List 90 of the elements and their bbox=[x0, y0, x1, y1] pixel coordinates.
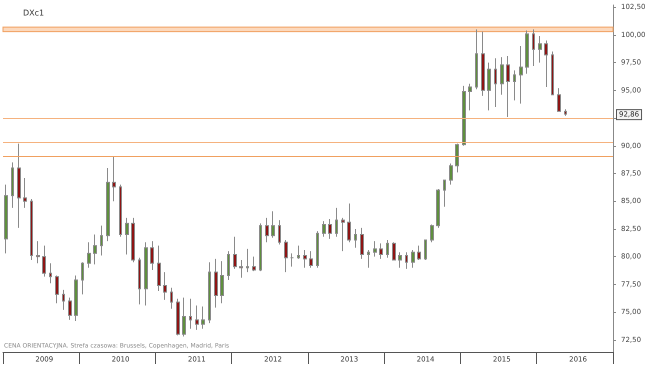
candlestick bbox=[297, 245, 300, 260]
candlestick bbox=[220, 260, 224, 304]
candlestick bbox=[93, 234, 97, 265]
candlestick bbox=[227, 250, 230, 280]
candlestick bbox=[405, 252, 408, 270]
candlestick bbox=[23, 177, 27, 208]
candlestick bbox=[398, 252, 402, 268]
candlestick bbox=[316, 230, 319, 268]
candlestick bbox=[100, 225, 103, 256]
candlestick bbox=[36, 240, 40, 264]
candlestick bbox=[335, 207, 338, 238]
candlestick bbox=[386, 240, 389, 258]
candlestick bbox=[379, 242, 383, 260]
candlestick bbox=[557, 88, 561, 112]
candlestick bbox=[163, 272, 167, 300]
candlestick bbox=[411, 250, 415, 268]
candlestick bbox=[68, 297, 72, 320]
candlestick bbox=[449, 163, 453, 186]
candlestick bbox=[189, 298, 192, 330]
candlestick bbox=[360, 227, 364, 260]
candlestick bbox=[519, 46, 523, 104]
candlestick bbox=[564, 108, 567, 116]
candlestick bbox=[525, 30, 529, 74]
candlestick bbox=[430, 224, 434, 243]
candlestick bbox=[513, 70, 516, 101]
candlestick bbox=[74, 275, 78, 322]
candlestick bbox=[265, 217, 269, 243]
candlestick bbox=[347, 202, 351, 243]
candlestick bbox=[303, 250, 307, 268]
candlestick bbox=[424, 240, 427, 260]
candlestick bbox=[487, 62, 491, 111]
candlestick bbox=[551, 51, 554, 96]
candlestick bbox=[144, 242, 148, 306]
candlestick bbox=[246, 248, 249, 273]
candlestick bbox=[157, 245, 161, 292]
candlestick bbox=[309, 250, 313, 268]
candlestick bbox=[182, 297, 186, 337]
candlestick bbox=[125, 217, 129, 255]
candlestick bbox=[468, 83, 472, 111]
candlestick bbox=[455, 143, 459, 173]
candlestick bbox=[170, 287, 173, 310]
candlestick bbox=[328, 218, 332, 240]
candlestick bbox=[354, 228, 357, 248]
candlestick bbox=[506, 55, 510, 118]
candlestick bbox=[214, 258, 218, 308]
candlestick bbox=[278, 220, 281, 245]
candlestick bbox=[284, 240, 288, 273]
candlestick bbox=[201, 306, 205, 330]
candlestick bbox=[392, 242, 396, 260]
candlestick bbox=[119, 184, 122, 238]
candlestick bbox=[49, 262, 52, 284]
candlestick bbox=[195, 304, 199, 330]
chart-title: DXc1 bbox=[23, 8, 44, 18]
candlestick bbox=[17, 143, 21, 228]
candlestick bbox=[62, 289, 65, 310]
candlestick bbox=[81, 262, 84, 295]
candlestick bbox=[239, 259, 243, 278]
candlestick bbox=[500, 56, 504, 96]
candlestick bbox=[30, 198, 33, 260]
candlestick bbox=[252, 256, 256, 272]
candlestick bbox=[150, 240, 154, 270]
candlestick bbox=[544, 40, 548, 88]
candlestick bbox=[112, 156, 116, 202]
candlestick bbox=[341, 217, 345, 252]
candlestick bbox=[462, 85, 466, 146]
candlestick bbox=[538, 36, 542, 64]
candlestick bbox=[208, 262, 211, 324]
candlestick bbox=[494, 58, 497, 108]
candlestick bbox=[271, 210, 275, 238]
candlestick bbox=[475, 28, 478, 90]
candlestick bbox=[11, 162, 14, 208]
candlestick bbox=[532, 28, 535, 66]
candlestick bbox=[443, 180, 446, 208]
candlestick bbox=[138, 257, 141, 305]
candlestick bbox=[259, 222, 262, 272]
candlestick bbox=[481, 31, 485, 96]
candlestick bbox=[436, 188, 440, 228]
candlestick bbox=[373, 240, 377, 258]
candlestick bbox=[417, 245, 421, 260]
candlestick bbox=[367, 250, 370, 268]
candlestick bbox=[4, 184, 8, 254]
candlestick bbox=[106, 167, 110, 242]
candlestick bbox=[42, 245, 46, 278]
candlestick bbox=[290, 252, 294, 268]
candlestick bbox=[176, 298, 180, 336]
candlestick bbox=[131, 217, 135, 263]
candlestick bbox=[55, 275, 59, 304]
candlestick bbox=[233, 236, 237, 270]
candlestick bbox=[87, 242, 91, 268]
candlestick bbox=[322, 220, 326, 238]
